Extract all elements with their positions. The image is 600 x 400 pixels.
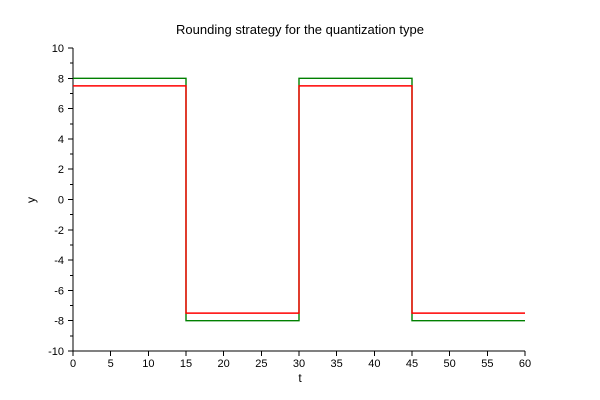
y-tick-label: -6 [54,285,64,297]
x-tick-label: 40 [368,358,380,370]
y-tick-label: 4 [58,134,64,146]
y-tick-label: -8 [54,316,64,328]
x-axis-label: t [298,371,302,385]
y-tick-label: -4 [54,255,64,267]
y-tick-label: 0 [58,195,64,207]
y-tick-label: 2 [58,164,64,176]
y-tick-label: -2 [54,225,64,237]
y-tick-label: 8 [58,73,64,85]
x-tick-label: 35 [331,358,343,370]
x-tick-label: 45 [406,358,418,370]
x-tick-label: 5 [108,358,114,370]
y-tick-label: 6 [58,104,64,116]
x-tick-label: 50 [444,358,456,370]
y-tick-label: -10 [48,346,64,358]
y-tick-label: 10 [52,43,64,55]
x-tick-label: 15 [180,358,192,370]
x-tick-label: 0 [70,358,76,370]
x-tick-label: 30 [293,358,305,370]
y-axis-label: y [24,197,38,203]
x-tick-label: 10 [142,358,154,370]
x-tick-label: 55 [481,358,493,370]
x-tick-label: 25 [255,358,267,370]
series-red-series [73,85,525,314]
x-tick-label: 60 [519,358,531,370]
x-tick-label: 20 [218,358,230,370]
chart-title: Rounding strategy for the quantization t… [176,22,424,37]
